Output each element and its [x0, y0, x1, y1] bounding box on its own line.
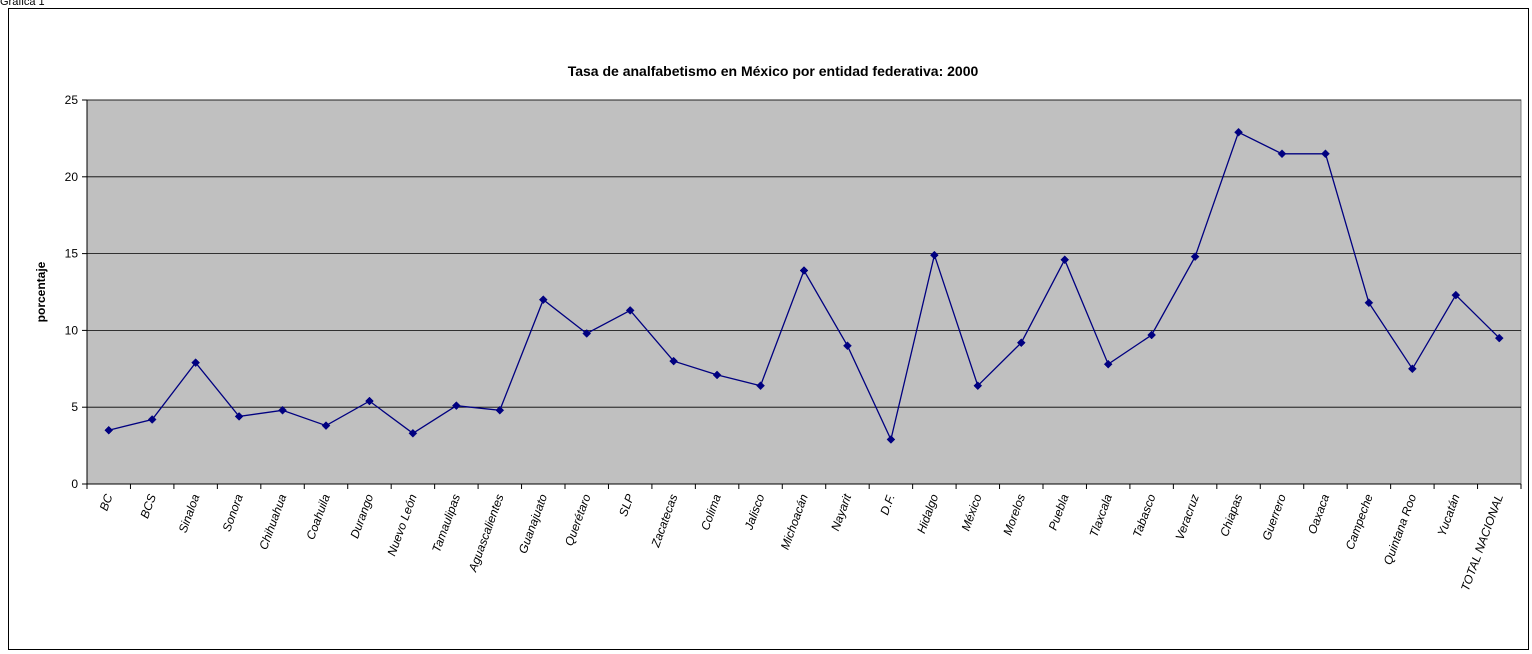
data-point [1234, 127, 1243, 137]
data-point [843, 341, 852, 351]
x-category-label: Chiapas [1217, 492, 1245, 538]
x-category-label: Veracruz [1172, 492, 1201, 541]
data-point [365, 396, 374, 406]
data-point [1408, 364, 1417, 374]
x-category-label: Nayarit [828, 492, 854, 533]
x-category-label: Guerrero [1259, 492, 1289, 542]
y-tick-label: 15 [65, 247, 79, 261]
x-category-label: Michoacán [778, 492, 811, 552]
data-point [1321, 149, 1330, 159]
x-category-label: Tabasco [1130, 492, 1159, 539]
data-point [712, 370, 722, 380]
x-category-label: Campeche [1343, 492, 1376, 552]
data-point [1277, 149, 1287, 159]
data-point [321, 421, 331, 430]
x-category-label: Puebla [1046, 492, 1072, 532]
x-category-label: Guanajuato [516, 492, 550, 555]
data-point [1147, 330, 1156, 340]
x-axis-category-labels: BC BCS Sinaloa Sonora Chihuahua Coahuila Duran… [86, 484, 1522, 593]
x-category-label: México [958, 492, 984, 533]
x-category-label: D.F. [877, 492, 897, 517]
data-point [886, 435, 896, 444]
data-point [147, 415, 157, 424]
data-point [234, 412, 244, 421]
data-point [1364, 298, 1374, 308]
y-axis-label: porcentaje [34, 261, 48, 322]
x-category-label: Durango [347, 492, 376, 540]
plot-area [86, 99, 1522, 485]
x-category-label: Quintana Roo [1381, 492, 1420, 567]
x-category-label: Morelos [1000, 492, 1028, 537]
x-category-label: TOTAL NACIONAL [1458, 492, 1506, 593]
y-tick-label: 5 [71, 400, 78, 414]
x-category-label: Nuevo León [384, 492, 419, 558]
data-point [408, 428, 418, 438]
data-point [756, 381, 765, 391]
data-point [1060, 255, 1070, 265]
x-category-label: Colima [698, 492, 724, 532]
x-category-label: BCS [137, 492, 159, 520]
data-point [799, 266, 809, 275]
y-tick-label: 25 [65, 93, 79, 107]
data-point [973, 381, 983, 391]
data-point [452, 401, 461, 411]
x-category-label: Sinaloa [176, 492, 203, 535]
data-point [104, 425, 114, 435]
x-category-label: SLP [616, 492, 637, 518]
y-tick-label: 10 [65, 323, 79, 337]
x-category-label: Chihuahua [256, 492, 289, 552]
x-category-label: Sonora [220, 492, 247, 533]
x-category-label: Zacatecas [648, 492, 680, 550]
data-point [625, 306, 635, 315]
plot-background [86, 99, 1522, 485]
data-point [582, 329, 592, 338]
y-axis-ticks: 0 5 10 15 20 25 [65, 93, 87, 491]
x-category-label: Querétaro [562, 492, 594, 548]
x-category-label: BC [97, 492, 116, 513]
data-point [1494, 333, 1504, 343]
x-category-label: Aguascalientes [465, 492, 506, 574]
data-point [191, 358, 200, 368]
x-category-label: Coahuila [303, 492, 332, 542]
data-point [1451, 290, 1461, 300]
x-category-label: Hidalgo [914, 492, 941, 535]
x-category-label: Jalisco [741, 492, 767, 533]
data-point [1103, 359, 1113, 369]
y-tick-label: 0 [71, 477, 78, 491]
x-category-label: Tamaulipas [429, 492, 463, 554]
data-point [538, 295, 548, 305]
page-label: Gráfica 1 [0, 0, 45, 8]
y-tick-label: 20 [65, 170, 79, 184]
chart-title: Tasa de analfabetismo en México por enti… [568, 63, 979, 79]
data-point [495, 405, 505, 415]
x-category-label: Yucatán [1435, 492, 1463, 538]
x-category-label: Tlaxcala [1087, 492, 1116, 539]
data-point [1190, 252, 1200, 262]
data-point [1016, 338, 1026, 348]
x-category-label: Oaxaca [1305, 492, 1332, 536]
data-point [278, 405, 287, 415]
data-point [669, 356, 678, 366]
data-point [930, 250, 939, 260]
